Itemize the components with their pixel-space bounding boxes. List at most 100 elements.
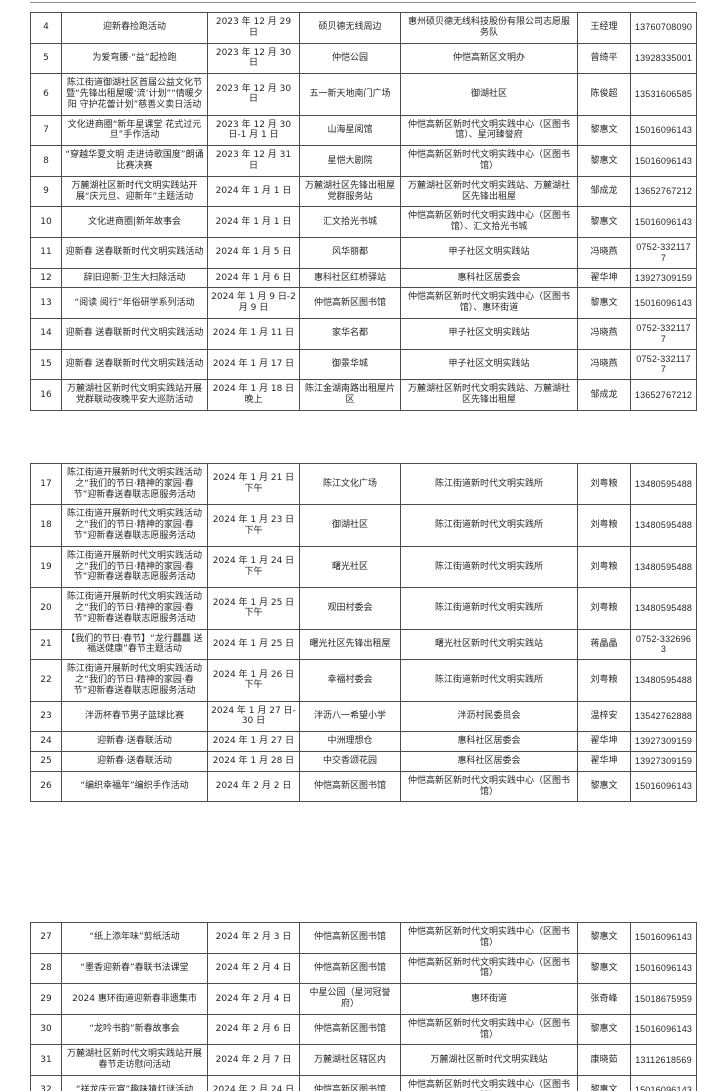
table-row: 25 迎新春·送春联活动 2024 年 1 月 28 日中交香颂花园 惠科社区居委会翟… bbox=[30, 750, 697, 772]
cell-phone: 15018675959 bbox=[630, 983, 697, 1015]
cell-contact: 刘粤粮 bbox=[577, 659, 631, 702]
cell-phone: 13928335001 bbox=[630, 42, 697, 75]
cell-activity: 文化进商圈“新年星课堂 花式过元旦”手作活动 bbox=[61, 114, 208, 147]
cell-organizer: 仲恺高新区新时代文明实践中心（区图书馆） bbox=[400, 922, 578, 954]
cell-number: 29 bbox=[30, 983, 62, 1015]
cell-phone: 13480595488 bbox=[630, 462, 697, 506]
cell-number: 31 bbox=[30, 1044, 62, 1076]
table-row: 32 “祥龙庆元宵”趣味猜灯谜活动 2024 年 2 月 24 日仲恺高新区图书馆仲… bbox=[30, 1074, 697, 1091]
cell-phone: 15016096143 bbox=[630, 922, 697, 954]
cell-organizer: 仲恺高新区新时代文明实践中心（区图书馆） bbox=[400, 1013, 578, 1046]
table-row: 21 【我们的节日·春节】“龙行龘龘 送福送健康”春节主题活动 2024 年 1 月… bbox=[30, 628, 697, 661]
cell-location: 御景华城 bbox=[299, 348, 401, 381]
cell-organizer: 御湖社区 bbox=[400, 73, 578, 116]
table-row: 30 “龙吟书韵”新春故事会 2024 年 2 月 6 日仲恺高新区图书馆 仲恺高新区… bbox=[30, 1013, 697, 1046]
cell-number: 23 bbox=[30, 700, 62, 733]
cell-location: 汇文拾光书城 bbox=[299, 206, 401, 238]
cell-number: 27 bbox=[30, 922, 62, 954]
cell-activity: 陈江街道开展新时代文明实践活动之“我们的节日·精神的家园·春节”迎新春送春联志愿… bbox=[61, 659, 208, 702]
cell-number: 30 bbox=[30, 1013, 62, 1046]
cell-number: 8 bbox=[30, 145, 62, 177]
cell-organizer: 陈江街道新时代文明实践所 bbox=[400, 659, 578, 702]
cell-organizer: 仲恺高新区新时代文明实践中心（区图书馆）、惠环街道 bbox=[400, 287, 578, 319]
cell-location: 泮沥八一希望小学 bbox=[299, 700, 401, 733]
cell-contact: 黎惠文 bbox=[577, 145, 631, 177]
cell-organizer: 陈江街道新时代文明实践所 bbox=[400, 462, 578, 506]
cell-activity: 泮沥杯春节男子篮球比赛 bbox=[61, 700, 208, 733]
cell-phone: 13927309159 bbox=[630, 267, 697, 289]
cell-contact: 冯晓燕 bbox=[577, 236, 631, 269]
cell-number: 20 bbox=[30, 587, 62, 630]
table-row: 5 为爱弯腰·“益”起捡跑 2023 年 12 月 30 日仲恺公园 仲恺高新区文明办… bbox=[30, 42, 697, 75]
cell-date: 2024 年 1 月 9 日-2 月 9 日 bbox=[207, 287, 300, 319]
cell-date: 2023 年 12 月 30 日-1 月 1 日 bbox=[207, 114, 300, 147]
cell-phone: 15016096143 bbox=[630, 145, 697, 177]
cell-date: 2024 年 1 月 1 日 bbox=[207, 206, 300, 238]
cell-contact: 张奇峰 bbox=[577, 983, 631, 1015]
table-row: 6 陈江街道御湖社区首届公益文化节暨“先锋出租屋暖‘流’计划”“情暖夕阳 守护花蕾… bbox=[30, 73, 697, 116]
cell-number: 6 bbox=[30, 73, 62, 116]
cell-number: 16 bbox=[30, 379, 62, 411]
cell-phone: 13480595488 bbox=[630, 545, 697, 589]
cell-activity: 万麓湖社区新时代文明实践站开展春节走访慰问活动 bbox=[61, 1044, 208, 1076]
cell-phone: 15016096143 bbox=[630, 770, 697, 803]
table-body: 4 迎新春捡跑活动 2023 年 12 月 29 日硕贝德无线周边 惠州硕贝德无线科技… bbox=[30, 12, 697, 411]
cell-organizer: 惠环街道 bbox=[400, 983, 578, 1015]
cell-contact: 黎惠文 bbox=[577, 287, 631, 319]
cell-number: 15 bbox=[30, 348, 62, 381]
table-row: 29 2024 惠环街道迎新春非遗集市 2024 年 2 月 4 日中星公园（星河冠… bbox=[30, 983, 697, 1015]
cell-contact: 邹成龙 bbox=[577, 175, 631, 208]
cell-date: 2024 年 1 月 28 日 bbox=[207, 750, 300, 772]
cell-location: 硕贝德无线周边 bbox=[299, 12, 401, 44]
cell-location: 仲恺高新区图书馆 bbox=[299, 952, 401, 985]
cell-activity: 辞旧迎新·卫生大扫除活动 bbox=[61, 267, 208, 289]
cell-date: 2023 年 12 月 30 日 bbox=[207, 42, 300, 75]
cell-activity: “阅读 阅行”年俗研学系列活动 bbox=[61, 287, 208, 319]
table-row: 26 “编织幸福年”编织手作活动 2024 年 2 月 2 日仲恺高新区图书馆 仲恺高… bbox=[30, 770, 697, 803]
cell-date: 2024 年 1 月 11 日 bbox=[207, 317, 300, 350]
cell-location: 曙光社区 bbox=[299, 545, 401, 589]
activity-table: 4 迎新春捡跑活动 2023 年 12 月 29 日硕贝德无线周边 惠州硕贝德无线科技… bbox=[30, 12, 697, 411]
cell-location: 仲恺高新区图书馆 bbox=[299, 287, 401, 319]
cell-contact: 陈俊超 bbox=[577, 73, 631, 116]
cell-organizer: 万麓湖社区新时代文明实践站、万麓湖社区先锋出租屋 bbox=[400, 175, 578, 208]
cell-activity: “龙吟书韵”新春故事会 bbox=[61, 1013, 208, 1046]
cell-location: 幸福村委会 bbox=[299, 659, 401, 702]
cell-organizer: 仲恺高新区新时代文明实践中心（区图书馆） bbox=[400, 145, 578, 177]
cell-location: 惠科社区红桥驿站 bbox=[299, 267, 401, 289]
cell-contact: 刘粤粮 bbox=[577, 545, 631, 589]
cell-organizer: 惠科社区居委会 bbox=[400, 267, 578, 289]
cell-date: 2024 年 2 月 2 日 bbox=[207, 770, 300, 803]
table-row: 16 万麓湖社区新时代文明实践站开展党群联动夜晚平安大巡防活动 2024 年 1 月… bbox=[30, 379, 697, 411]
cell-location: 陈江金湖南路出租屋片区 bbox=[299, 379, 401, 411]
cell-number: 25 bbox=[30, 750, 62, 772]
cell-date: 2024 年 1 月 1 日 bbox=[207, 175, 300, 208]
cell-organizer: 惠科社区居委会 bbox=[400, 731, 578, 752]
activity-table-block-2: 17 陈江街道开展新时代文明实践活动之“我们的节日·精神的家园·春节”迎新春送春联… bbox=[30, 462, 697, 803]
table-body: 17 陈江街道开展新时代文明实践活动之“我们的节日·精神的家园·春节”迎新春送春联… bbox=[30, 462, 697, 803]
cell-contact: 翟华坤 bbox=[577, 267, 631, 289]
cell-number: 21 bbox=[30, 628, 62, 661]
cell-date: 2024 年 1 月 5 日 bbox=[207, 236, 300, 269]
cell-organizer: 甲子社区文明实践站 bbox=[400, 317, 578, 350]
cell-activity: “穿越华夏文明 走进诗歌国度”朗诵比赛决赛 bbox=[61, 145, 208, 177]
cell-activity: “祥龙庆元宵”趣味猜灯谜活动 bbox=[61, 1074, 208, 1091]
cell-date: 2023 年 12 月 31 日 bbox=[207, 145, 300, 177]
cell-contact: 邹成龙 bbox=[577, 379, 631, 411]
table-row: 4 迎新春捡跑活动 2023 年 12 月 29 日硕贝德无线周边 惠州硕贝德无线科技… bbox=[30, 12, 697, 44]
cell-contact: 黎惠文 bbox=[577, 1074, 631, 1091]
cell-location: 中洲理想仓 bbox=[299, 731, 401, 752]
cell-location: 仲恺高新区图书馆 bbox=[299, 770, 401, 803]
cell-contact: 蒋晶晶 bbox=[577, 628, 631, 661]
cell-phone: 13480595488 bbox=[630, 587, 697, 630]
cell-date: 2023 年 12 月 30 日 bbox=[207, 73, 300, 116]
table-row: 15 迎新春 送春联新时代文明实践活动 2024 年 1 月 17 日御景华城 甲子社… bbox=[30, 348, 697, 381]
cell-organizer: 甲子社区文明实践站 bbox=[400, 348, 578, 381]
cell-contact: 刘粤粮 bbox=[577, 462, 631, 506]
cell-number: 9 bbox=[30, 175, 62, 208]
cell-location: 御湖社区 bbox=[299, 504, 401, 547]
cell-number: 10 bbox=[30, 206, 62, 238]
cell-date: 2024 年 1 月 17 日 bbox=[207, 348, 300, 381]
cell-organizer: 惠州硕贝德无线科技股份有限公司志愿服务队 bbox=[400, 12, 578, 44]
cell-number: 12 bbox=[30, 267, 62, 289]
